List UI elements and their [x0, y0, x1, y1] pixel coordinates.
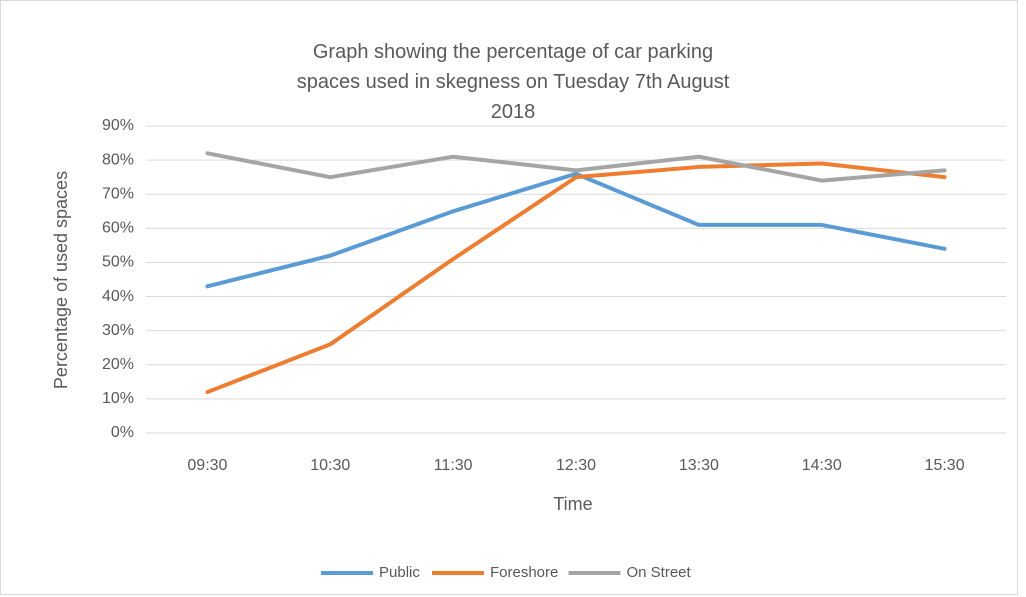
- x-tick-label: 09:30: [187, 457, 227, 474]
- data-line: [205, 161, 947, 395]
- data-line: [205, 151, 947, 183]
- x-tick-label: 13:30: [679, 457, 719, 474]
- y-tick-label: 40%: [102, 288, 134, 305]
- y-tick-label: 30%: [102, 322, 134, 339]
- y-tick-label: 50%: [102, 254, 134, 271]
- x-tick-label: 15:30: [925, 457, 965, 474]
- legend-label: On Street: [627, 564, 692, 581]
- x-tick-label: 14:30: [802, 457, 842, 474]
- chart-title: Graph showing the percentage of car park…: [296, 41, 730, 123]
- y-tick-label: 80%: [102, 151, 134, 168]
- legend-label: Foreshore: [490, 564, 558, 581]
- y-tick-label: 0%: [111, 424, 134, 441]
- y-tick-label: 20%: [102, 356, 134, 373]
- y-tick-label: 90%: [102, 117, 134, 134]
- x-tick-label: 12:30: [556, 457, 596, 474]
- y-tick-label: 10%: [102, 390, 134, 407]
- data-line: [205, 171, 947, 289]
- legend-label: Public: [379, 564, 420, 581]
- x-axis-label: Time: [553, 494, 592, 514]
- y-tick-label: 70%: [102, 185, 134, 202]
- x-tick-label: 10:30: [310, 457, 350, 474]
- x-tick-label: 11:30: [434, 457, 473, 474]
- y-tick-label: 60%: [102, 220, 134, 237]
- y-axis-label: Percentage of used spaces: [51, 171, 71, 389]
